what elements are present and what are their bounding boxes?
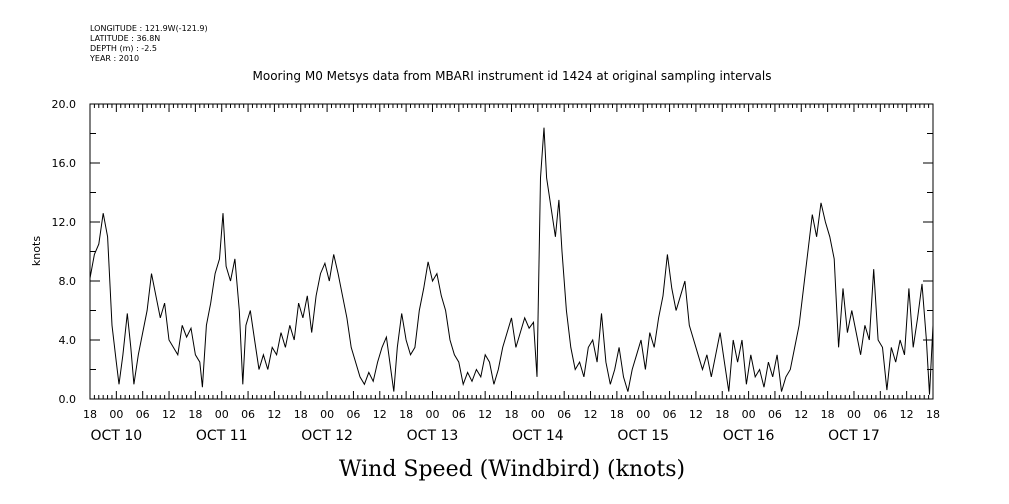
x-day-label: OCT 12: [301, 428, 353, 444]
x-day-label: OCT 13: [407, 428, 459, 444]
x-tick-label: 06: [452, 408, 466, 421]
x-day-label: OCT 11: [196, 428, 248, 444]
x-tick-label: 00: [636, 408, 650, 421]
x-tick-label: 06: [768, 408, 782, 421]
x-tick-label: 12: [478, 408, 492, 421]
x-tick-label: 12: [162, 408, 176, 421]
x-tick-label: 18: [610, 408, 624, 421]
y-tick-label: 0.0: [59, 393, 77, 406]
x-tick-label: 18: [505, 408, 519, 421]
x-tick-label: 00: [215, 408, 229, 421]
x-tick-label: 18: [294, 408, 308, 421]
y-tick-label: 16.0: [52, 157, 77, 170]
chart-title: Mooring M0 Metsys data from MBARI instru…: [253, 69, 772, 83]
x-tick-label: 06: [557, 408, 571, 421]
x-tick-label: 12: [689, 408, 703, 421]
y-tick-label: 20.0: [52, 98, 77, 111]
x-tick-label: 06: [346, 408, 360, 421]
x-tick-label: 18: [399, 408, 413, 421]
plot-frame: [89, 103, 934, 400]
x-tick-label: 12: [373, 408, 387, 421]
x-day-label: OCT 14: [512, 428, 564, 444]
x-tick-label: 18: [926, 408, 940, 421]
x-day-label: OCT 15: [617, 428, 669, 444]
metadata-block: LONGITUDE : 121.9W(-121.9) LATITUDE : 36…: [89, 24, 208, 63]
y-axis: 0.0 4.0 8.0 12.0 16.0 20.0: [52, 98, 933, 406]
x-tick-label: 12: [794, 408, 808, 421]
y-axis-label: knots: [30, 236, 43, 266]
y-tick-label: 8.0: [59, 275, 77, 288]
latitude-label: LATITUDE : 36.8N: [90, 34, 160, 43]
x-tick-label: 00: [109, 408, 123, 421]
x-axis: 18 00 06 12 18 00 06 12 18 00 06 12 18 00 06 12 18 00 06 12…: [83, 104, 940, 444]
wind-speed-series-line: [89, 127, 934, 395]
x-tick-label: 18: [188, 408, 202, 421]
y-tick-label: 4.0: [59, 334, 77, 347]
minor-ticks: [93, 104, 930, 399]
x-day-label: OCT 16: [723, 428, 775, 444]
x-tick-label: 00: [531, 408, 545, 421]
x-day-label: OCT 10: [91, 428, 143, 444]
x-tick-label: 00: [425, 408, 439, 421]
x-tick-label: 18: [821, 408, 835, 421]
year-label: YEAR : 2010: [89, 54, 139, 63]
y-tick-label: 12.0: [52, 216, 77, 229]
x-tick-label: 00: [847, 408, 861, 421]
x-tick-label: 06: [241, 408, 255, 421]
x-tick-label: 12: [584, 408, 598, 421]
x-tick-label: 00: [742, 408, 756, 421]
x-tick-label: 12: [900, 408, 914, 421]
chart-caption: Wind Speed (Windbird) (knots): [339, 457, 685, 482]
x-tick-label: 00: [320, 408, 334, 421]
x-tick-label: 18: [715, 408, 729, 421]
x-tick-label: 12: [267, 408, 281, 421]
x-day-label: OCT 17: [828, 428, 880, 444]
longitude-label: LONGITUDE : 121.9W(-121.9): [90, 24, 208, 33]
x-tick-label: 06: [136, 408, 150, 421]
x-tick-label: 06: [873, 408, 887, 421]
depth-label: DEPTH (m) : -2.5: [90, 44, 157, 53]
x-tick-label: 06: [663, 408, 677, 421]
x-tick-label: 18: [83, 408, 97, 421]
